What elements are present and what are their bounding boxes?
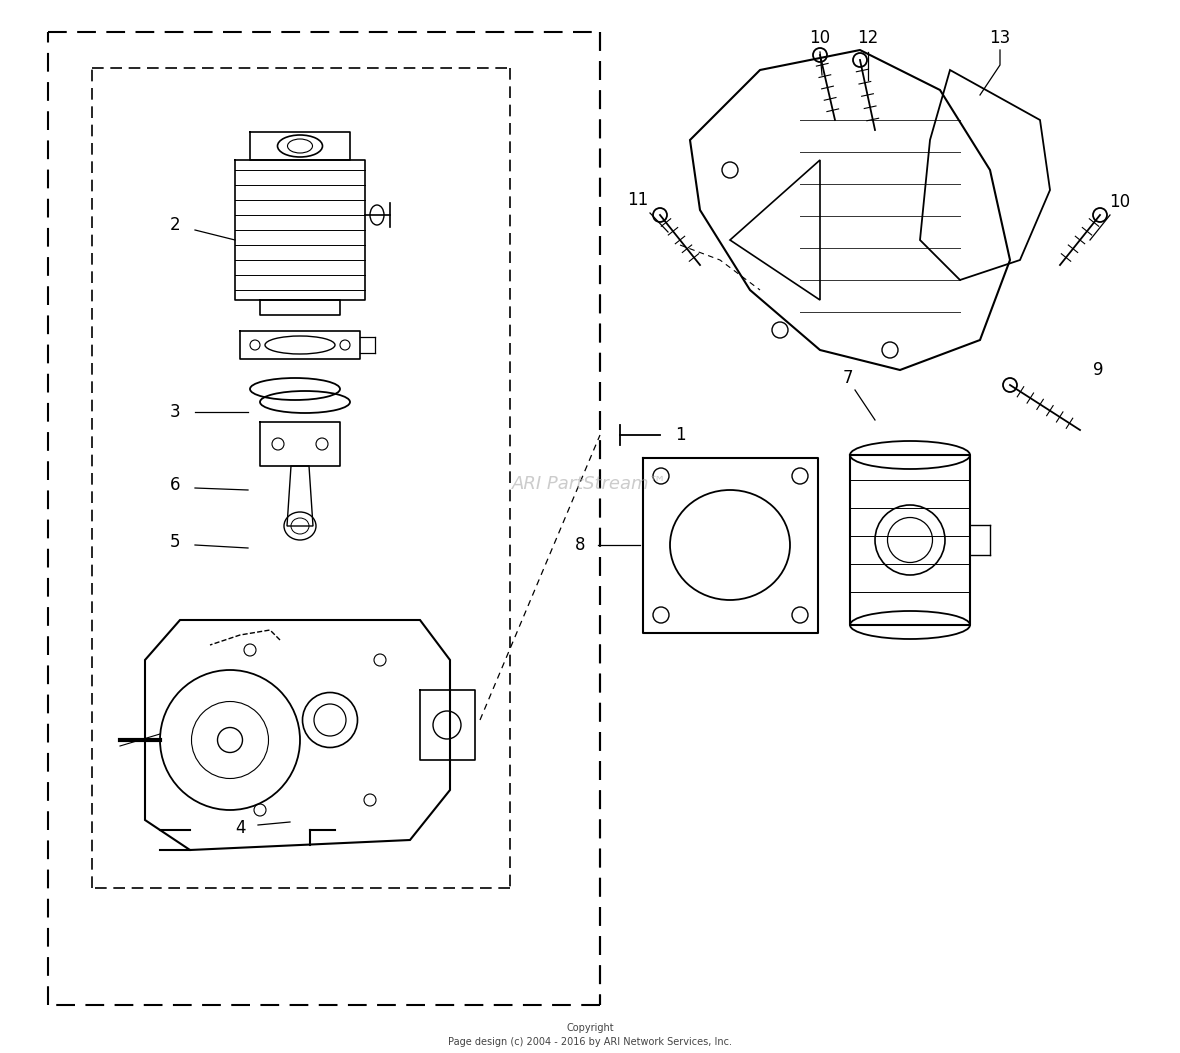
- Text: 9: 9: [1093, 361, 1103, 379]
- Text: 2: 2: [170, 216, 181, 234]
- Text: 3: 3: [170, 403, 181, 421]
- Text: 4: 4: [235, 819, 245, 837]
- Text: 10: 10: [809, 29, 831, 47]
- Text: ARI PartStream™: ARI PartStream™: [512, 475, 668, 494]
- Text: 7: 7: [843, 369, 853, 388]
- Text: 6: 6: [170, 476, 181, 494]
- Text: 10: 10: [1109, 193, 1130, 211]
- Text: 13: 13: [989, 29, 1010, 47]
- Text: 1: 1: [675, 426, 686, 444]
- Text: 5: 5: [170, 533, 181, 551]
- Text: 12: 12: [858, 29, 879, 47]
- Text: 11: 11: [628, 191, 649, 208]
- Text: Copyright
Page design (c) 2004 - 2016 by ARI Network Services, Inc.: Copyright Page design (c) 2004 - 2016 by…: [448, 1024, 732, 1047]
- Text: 8: 8: [575, 536, 585, 554]
